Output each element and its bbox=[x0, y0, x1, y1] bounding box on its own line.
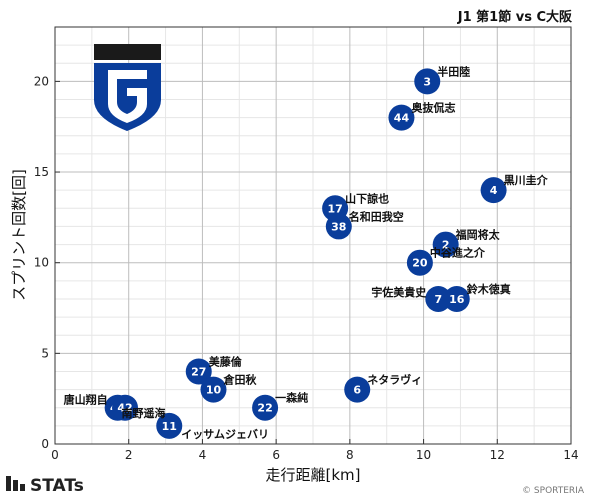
data-point-number: 3 bbox=[423, 75, 431, 88]
data-point-number: 7 bbox=[434, 293, 442, 306]
y-tick-label: 0 bbox=[41, 437, 49, 451]
data-point-number: 38 bbox=[331, 220, 346, 233]
x-axis-label: 走行距離[km] bbox=[265, 466, 360, 484]
data-point-label: イッサムジェバリ bbox=[181, 428, 269, 441]
data-point-label: 中谷進之介 bbox=[430, 246, 486, 260]
data-point-label: 鈴木徳真 bbox=[467, 282, 511, 296]
x-tick-label: 8 bbox=[346, 448, 354, 462]
data-point-number: 17 bbox=[327, 202, 342, 215]
data-point-label: 名和田我空 bbox=[349, 209, 404, 223]
data-point-number: 6 bbox=[353, 384, 361, 397]
data-point-marker bbox=[425, 285, 452, 312]
axis-ticks: 0 2 4 6 8 10 12 14 0 5 10 15 20 bbox=[34, 74, 579, 462]
data-point-label: 山下諒也 bbox=[345, 191, 389, 205]
data-point-number: 27 bbox=[191, 365, 206, 378]
grid-lines bbox=[54, 26, 572, 445]
stats-logo-text: STATs bbox=[30, 476, 84, 496]
data-point-marker bbox=[200, 376, 227, 403]
data-point-label: 福岡将太 bbox=[455, 228, 501, 242]
y-tick-label: 5 bbox=[41, 346, 49, 360]
data-point-number: 16 bbox=[449, 293, 465, 306]
data-point-label: 南野遥海 bbox=[121, 406, 165, 420]
data-point-marker bbox=[480, 177, 507, 204]
data-point: 11 イッサムジェバリ bbox=[156, 412, 269, 441]
data-point-marker bbox=[185, 358, 212, 385]
data-point-label: 半田陸 bbox=[437, 64, 470, 78]
data-point: 南野遥海 bbox=[121, 406, 165, 420]
data-point-number: 42 bbox=[117, 402, 132, 415]
y-tick-label: 20 bbox=[34, 74, 49, 88]
data-point-marker bbox=[432, 231, 459, 258]
data-point-number: 20 bbox=[412, 257, 428, 270]
data-point-marker bbox=[406, 249, 433, 276]
data-point-label: 唐山翔自 bbox=[64, 393, 108, 407]
data-point-label: 宇佐美貴史 bbox=[371, 285, 427, 299]
x-tick-label: 4 bbox=[199, 448, 207, 462]
x-tick-label: 6 bbox=[272, 448, 280, 462]
stats-logo: STATs bbox=[6, 476, 84, 496]
data-point-marker bbox=[112, 394, 139, 421]
data-point-marker bbox=[388, 104, 415, 131]
data-point: 6 ネタラヴィ bbox=[344, 373, 422, 403]
team-emblem-logo bbox=[94, 44, 161, 131]
data-point: 4 黒川圭介 bbox=[480, 173, 549, 204]
data-point-number: 22 bbox=[257, 402, 272, 415]
data-point-marker bbox=[325, 213, 352, 240]
data-point: 2 福岡将太 bbox=[432, 228, 501, 258]
chart-title: J1 第1節 vs C大阪 bbox=[457, 9, 573, 25]
data-point-number: 4 bbox=[490, 184, 498, 197]
plot-frame bbox=[54, 26, 572, 445]
data-point-label: 美藤倫 bbox=[209, 354, 243, 368]
data-point: 42 bbox=[112, 394, 139, 421]
data-point-label: 黒川圭介 bbox=[504, 173, 549, 187]
data-point-number: 2 bbox=[442, 239, 450, 252]
x-tick-label: 14 bbox=[563, 448, 578, 462]
y-tick-label: 15 bbox=[34, 165, 49, 179]
data-point-marker bbox=[156, 412, 183, 439]
data-point-label: ネタラヴィ bbox=[367, 373, 422, 387]
x-tick-label: 12 bbox=[490, 448, 505, 462]
data-point: 3 半田陸 bbox=[414, 64, 470, 95]
x-tick-label: 2 bbox=[125, 448, 133, 462]
data-point: 7 宇佐美貴史 bbox=[371, 285, 452, 312]
data-point-number: 11 bbox=[162, 420, 177, 433]
data-point-number: 44 bbox=[394, 112, 410, 125]
credit-text: © SPORTERIA bbox=[522, 486, 585, 496]
x-tick-label: 0 bbox=[51, 448, 59, 462]
y-axis-label: スプリント回数[回] bbox=[10, 169, 28, 301]
stats-logo-icon bbox=[6, 476, 11, 491]
data-point-marker bbox=[414, 68, 441, 95]
data-point-label: 一森純 bbox=[275, 391, 308, 405]
y-tick-label: 10 bbox=[34, 256, 49, 270]
data-point-number: 10 bbox=[206, 384, 222, 397]
data-point-label: 奥抜侃志 bbox=[410, 101, 455, 115]
data-point-marker bbox=[443, 285, 470, 312]
data-point-marker bbox=[252, 394, 279, 421]
data-point-label: 倉田秋 bbox=[222, 373, 257, 387]
data-point-marker bbox=[344, 376, 371, 403]
x-tick-label: 10 bbox=[416, 448, 431, 462]
